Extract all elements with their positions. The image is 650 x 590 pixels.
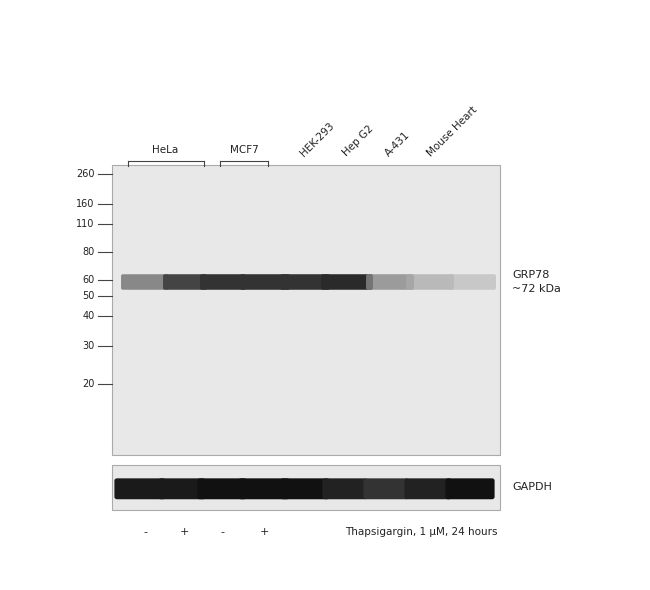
FancyBboxPatch shape [159,478,205,499]
Text: 50: 50 [82,291,94,301]
Text: 80: 80 [82,247,94,257]
FancyBboxPatch shape [239,478,290,499]
FancyBboxPatch shape [448,274,496,290]
Bar [112,165,500,455]
Bar [112,465,500,510]
FancyBboxPatch shape [280,478,330,499]
FancyBboxPatch shape [321,274,373,290]
FancyBboxPatch shape [240,274,290,290]
Text: Thapsigargin, 1 μM, 24 hours: Thapsigargin, 1 μM, 24 hours [346,527,498,537]
Text: +: + [259,527,268,537]
Text: A-431: A-431 [383,129,411,158]
FancyBboxPatch shape [445,478,495,499]
Text: 60: 60 [82,275,94,285]
FancyBboxPatch shape [200,274,246,290]
FancyBboxPatch shape [366,274,414,290]
Text: HeLa: HeLa [152,145,178,155]
Text: GRP78
~72 kDa: GRP78 ~72 kDa [512,270,561,294]
Text: -: - [220,527,224,537]
Text: GAPDH: GAPDH [512,482,552,492]
FancyBboxPatch shape [114,478,166,499]
Text: -: - [143,527,147,537]
FancyBboxPatch shape [280,274,330,290]
Text: MCF7: MCF7 [229,145,259,155]
Text: 30: 30 [82,341,94,351]
FancyBboxPatch shape [322,478,368,499]
FancyBboxPatch shape [121,274,169,290]
Text: +: + [179,527,188,537]
Text: Hep G2: Hep G2 [341,123,376,158]
Text: HEK-293: HEK-293 [298,120,336,158]
FancyBboxPatch shape [198,478,246,499]
Text: Mouse Heart: Mouse Heart [425,104,478,158]
FancyBboxPatch shape [363,478,409,499]
FancyBboxPatch shape [404,478,452,499]
FancyBboxPatch shape [163,274,207,290]
Text: 20: 20 [82,379,94,389]
FancyBboxPatch shape [406,274,454,290]
Text: 40: 40 [82,311,94,321]
Text: 260: 260 [76,169,94,179]
Text: 160: 160 [76,199,94,209]
Text: 110: 110 [76,219,94,229]
